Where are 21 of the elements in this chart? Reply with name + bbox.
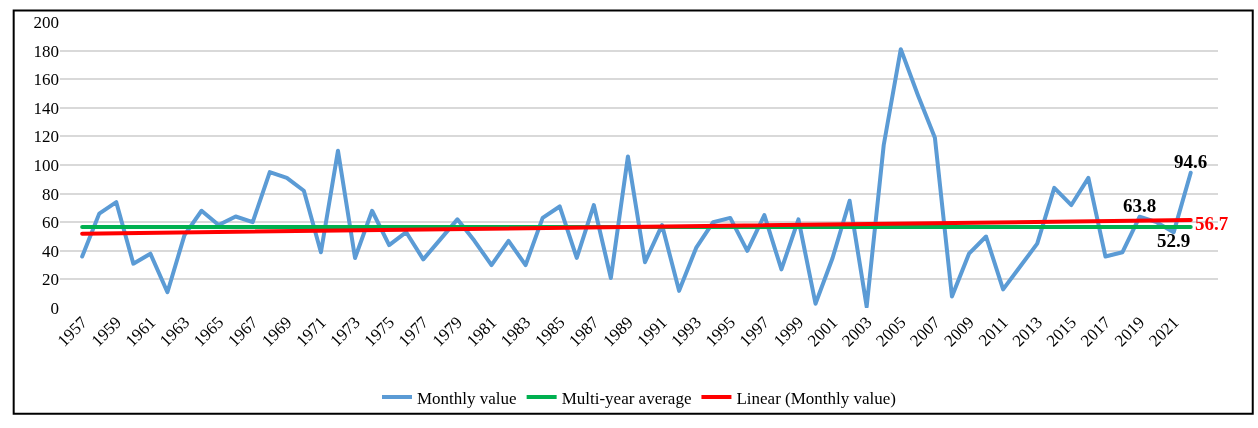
y-tick-label: 20 <box>42 270 59 290</box>
annotation: 56.7 <box>1195 213 1229 234</box>
y-tick-label: 40 <box>42 241 59 261</box>
data-label: 63.8 <box>1122 195 1157 217</box>
data-label: 52.9 <box>1157 229 1191 251</box>
legend-label: Linear (Monthly value) <box>736 388 896 408</box>
y-tick-label: 160 <box>33 70 59 90</box>
legend-label: Multi-year average <box>561 388 692 408</box>
y-tick-label: 120 <box>33 127 59 147</box>
y-tick-label: 80 <box>42 184 59 204</box>
y-tick-label: 0 <box>50 298 59 318</box>
x-tick-label: 2011 <box>974 312 1012 350</box>
x-tick-label: 1971 <box>292 312 330 351</box>
data-label: 94.6 <box>1174 150 1208 172</box>
x-tick-label: 1991 <box>633 312 671 351</box>
y-tick-label: 200 <box>33 12 59 32</box>
y-tick-label: 100 <box>33 155 59 175</box>
y-tick-label: 60 <box>42 213 59 233</box>
y-tick-label: 180 <box>33 41 59 61</box>
y-tick-label: 140 <box>33 98 59 118</box>
legend-label: Monthly value <box>417 388 517 408</box>
